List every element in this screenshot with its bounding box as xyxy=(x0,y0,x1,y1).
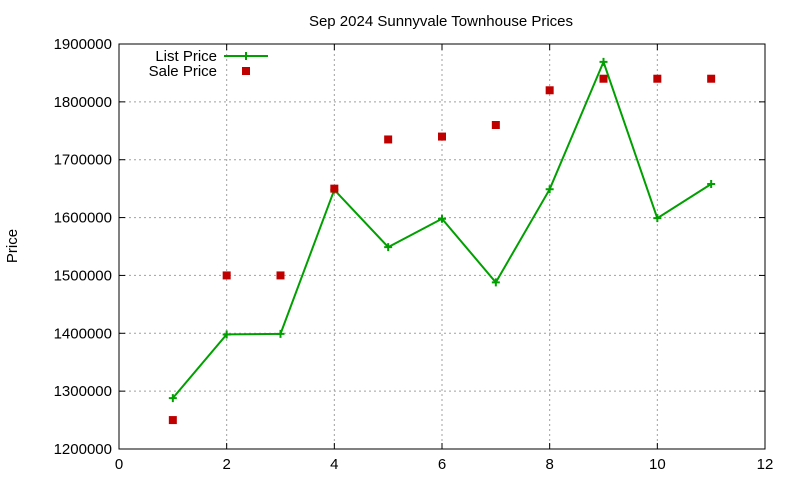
list-price-point xyxy=(384,243,393,252)
legend-label-sale-price: Sale Price xyxy=(149,63,217,80)
list-price-point xyxy=(222,330,231,339)
sale-price-point xyxy=(384,135,393,144)
sale-price-point xyxy=(438,132,446,141)
list-price-point xyxy=(276,329,285,338)
chart-title: Sep 2024 Sunnyvale Townhouse Prices xyxy=(309,13,573,30)
list-price-point xyxy=(599,57,608,66)
sale-price-point xyxy=(276,271,285,280)
sale-price-point xyxy=(653,74,662,83)
sale-price-point xyxy=(599,74,608,83)
list-price-point xyxy=(545,185,554,194)
legend-swatch-list-price-marker xyxy=(242,52,250,60)
legend-swatch-sale-price-marker xyxy=(242,67,250,75)
sale-price-point xyxy=(491,121,500,129)
list-price-point xyxy=(491,278,500,287)
list-price-point xyxy=(653,214,662,223)
legend: List Price Sale Price xyxy=(149,48,268,80)
y-tick-label: 1400000 xyxy=(54,325,112,342)
y-axis-label: Price xyxy=(4,229,21,263)
x-tick-label: 10 xyxy=(649,456,666,473)
x-tick-label: 0 xyxy=(115,456,123,473)
list-price-point xyxy=(707,180,716,189)
y-tick-label: 1300000 xyxy=(54,383,112,400)
grid-lines xyxy=(119,44,765,449)
series-area xyxy=(168,57,716,425)
y-tick-label: 1900000 xyxy=(54,36,112,53)
y-tick-label: 1500000 xyxy=(54,267,112,284)
x-tick-label: 6 xyxy=(438,456,446,473)
y-tick-label: 1800000 xyxy=(54,94,112,111)
x-tick-label: 8 xyxy=(545,456,553,473)
x-tick-label: 2 xyxy=(222,456,230,473)
sale-price-point xyxy=(222,271,231,280)
sale-price-point xyxy=(707,74,716,83)
x-tick-label: 4 xyxy=(330,456,338,473)
sale-price-point xyxy=(330,184,339,193)
y-tick-label: 1700000 xyxy=(54,152,112,169)
x-tick-label: 12 xyxy=(757,456,774,473)
sale-price-point xyxy=(168,416,177,425)
axis-ticks: 0 2 4 6 8 10 12 1200000 1300000 1400000 1500000 160… xyxy=(54,36,774,473)
legend-label-list-price: List Price xyxy=(155,48,217,65)
y-tick-label: 1600000 xyxy=(54,210,112,227)
list-price-point xyxy=(168,394,177,403)
y-tick-label: 1200000 xyxy=(54,441,112,458)
sale-price-point xyxy=(545,86,554,95)
list-price-point xyxy=(438,214,446,223)
